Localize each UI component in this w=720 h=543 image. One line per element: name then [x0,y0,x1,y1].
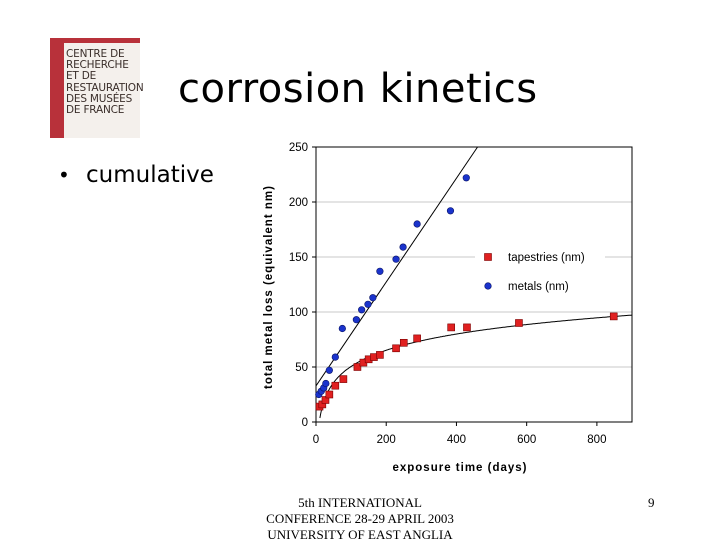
metal-point [413,220,421,228]
legend-marker-metals [484,282,492,290]
tapestry-point [376,351,384,359]
bullet-dot-icon: • [58,163,70,187]
metal-point [352,316,360,324]
bullet-item: • cumulative [58,162,214,188]
chart-axes: 0 50 100 150 200 250 0 200 400 600 800 [289,142,607,446]
crrmf-logo: CENTRE DE RECHERCHE ET DE RESTAURATION D… [50,38,144,138]
y-tick-label: 0 [302,417,308,429]
legend-label-tapestries: tapestries (nm) [508,252,585,264]
footer-line-1: 5th INTERNATIONAL [298,495,422,510]
footer-line-2: CONFERENCE 28-29 APRIL 2003 [266,511,454,526]
y-tick-label: 250 [289,142,308,154]
metal-point [369,294,377,302]
metal-point [364,300,372,308]
y-tick-label: 200 [289,197,308,209]
tapestry-point [399,338,408,347]
bullet-text: cumulative [86,162,214,188]
y-tick-label: 100 [289,307,308,319]
x-tick-label: 0 [313,434,319,446]
footer: 5th INTERNATIONAL CONFERENCE 28-29 APRIL… [230,495,490,543]
metal-point [376,267,384,275]
legend-box [475,245,605,300]
footer-line-3: UNIVERSITY OF EAST ANGLIA [267,527,453,542]
metal-point [331,353,339,361]
page-number: 9 [648,495,655,510]
plot-area [315,146,633,423]
x-tick-label: 800 [587,434,606,446]
x-tick-label: 200 [377,434,396,446]
metal-point [325,366,333,374]
legend-label-metals: metals (nm) [508,281,569,293]
data-points [315,174,618,411]
tapestry-point [353,363,362,371]
x-tick-label: 600 [517,434,536,446]
metal-point [462,174,470,182]
tapestry-point [609,312,618,321]
x-axis-label: exposure time (days) [392,462,527,474]
metal-point [399,243,407,251]
metal-point [338,324,346,333]
tapestry-point [392,344,400,353]
y-tick-label: 150 [289,252,308,264]
tapestry-point [463,323,471,332]
metal-point [358,306,366,314]
metals-trendline [315,146,478,387]
legend-marker-tapestries [484,253,492,261]
chart-legend: tapestries (nm) metals (nm) [475,245,605,300]
slide-title: corrosion kinetics [178,66,538,112]
tapestry-point [515,319,523,327]
metal-point [322,379,330,388]
tapestry-point [447,323,455,332]
metal-point [392,255,400,263]
x-tick-label: 400 [447,434,466,446]
tapestry-point [321,396,330,404]
tapestry-point [325,390,334,399]
y-axis-label: total metal loss (equivalent nm) [263,185,275,389]
tapestry-point [331,381,340,390]
logo-text: CENTRE DE RECHERCHE ET DE RESTAURATION D… [66,48,144,117]
y-tick-label: 50 [295,362,308,374]
tapestry-point [339,375,348,383]
metal-point [446,207,455,215]
tapestry-point [413,334,421,343]
